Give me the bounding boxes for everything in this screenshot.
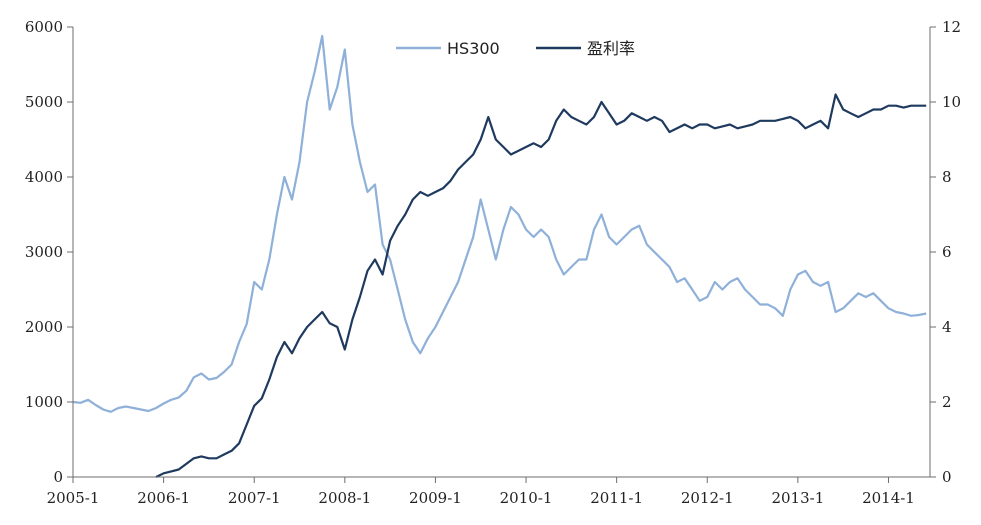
right-tick-label: 8 bbox=[942, 168, 952, 186]
left-tick-label: 1000 bbox=[25, 393, 63, 411]
right-tick-label: 12 bbox=[942, 18, 961, 36]
series-line-profit-rate bbox=[155, 93, 927, 478]
left-tick-label: 3000 bbox=[25, 243, 63, 261]
left-tick-label: 6000 bbox=[25, 18, 63, 36]
left-tick-label: 4000 bbox=[25, 168, 63, 186]
legend: HS300 盈利率 bbox=[396, 39, 635, 58]
x-tick-label: 2014-1 bbox=[862, 489, 915, 507]
legend-label-hs300: HS300 bbox=[447, 39, 500, 58]
right-tick-label: 0 bbox=[942, 468, 952, 486]
plot-lines bbox=[72, 34, 927, 478]
x-tick-label: 2010-1 bbox=[500, 489, 553, 507]
x-tick-label: 2008-1 bbox=[318, 489, 371, 507]
right-tick-label: 10 bbox=[942, 93, 961, 111]
x-tick-label: 2006-1 bbox=[137, 489, 190, 507]
x-tick-label: 2013-1 bbox=[771, 489, 824, 507]
x-tick-label: 2011-1 bbox=[590, 489, 643, 507]
right-tick-label: 2 bbox=[942, 393, 952, 411]
series-line-hs300 bbox=[72, 34, 927, 413]
x-tick-label: 2012-1 bbox=[681, 489, 734, 507]
x-tick-label: 2005-1 bbox=[47, 489, 100, 507]
left-tick-label: 2000 bbox=[25, 318, 63, 336]
legend-label-profit-rate: 盈利率 bbox=[587, 39, 635, 58]
left-tick-label: 0 bbox=[53, 468, 63, 486]
axes: 0 1000 2000 3000 4000 5000 6000 0 2 4 6 8 10 12 2005-1… bbox=[25, 18, 961, 507]
left-tick-label: 5000 bbox=[25, 93, 63, 111]
right-tick-label: 4 bbox=[942, 318, 952, 336]
right-tick-label: 6 bbox=[942, 243, 952, 261]
x-tick-label: 2009-1 bbox=[409, 489, 462, 507]
x-tick-label: 2007-1 bbox=[228, 489, 281, 507]
